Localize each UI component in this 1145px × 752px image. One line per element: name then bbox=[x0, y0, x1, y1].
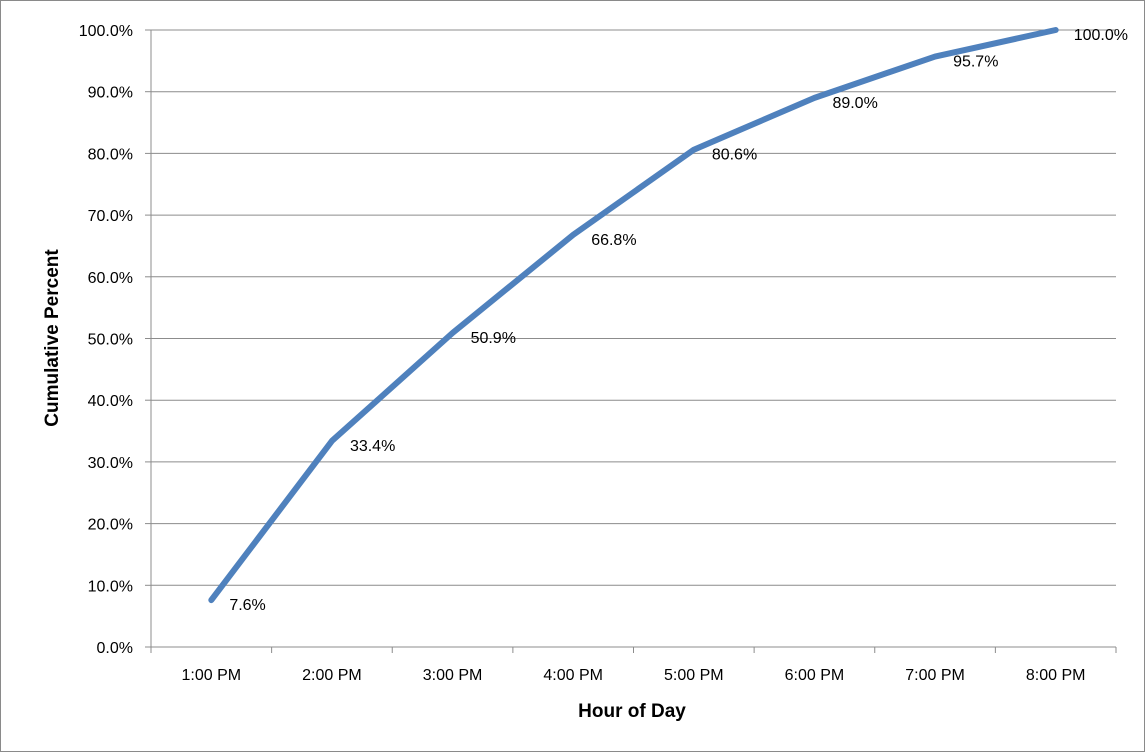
x-tick-label: 7:00 PM bbox=[905, 667, 965, 684]
x-tick-label: 5:00 PM bbox=[664, 667, 724, 684]
y-tick-label: 60.0% bbox=[88, 270, 133, 287]
data-label: 66.8% bbox=[591, 232, 636, 249]
data-label: 80.6% bbox=[712, 147, 757, 164]
x-tick-labels: 1:00 PM 2:00 PM 3:00 PM 4:00 PM 5:00 PM 6:00 … bbox=[182, 667, 1086, 684]
y-tick-label: 100.0% bbox=[79, 23, 133, 40]
series-line bbox=[208, 27, 1059, 604]
y-tick-labels: 0.0% 10.0% 20.0% 30.0% 40.0% 50.0% 60.0% 70.0% 8… bbox=[79, 23, 133, 657]
x-tick-label: 6:00 PM bbox=[785, 667, 845, 684]
data-point bbox=[934, 56, 936, 58]
data-point bbox=[572, 234, 574, 236]
y-tick-label: 10.0% bbox=[88, 578, 133, 595]
gridlines bbox=[151, 29, 1116, 586]
data-point bbox=[452, 332, 454, 334]
x-tick-label: 4:00 PM bbox=[543, 667, 603, 684]
x-tick-label: 2:00 PM bbox=[302, 667, 362, 684]
data-point bbox=[331, 440, 333, 442]
x-tick-label: 3:00 PM bbox=[423, 667, 483, 684]
y-axis-title: Cumulative Percent bbox=[42, 249, 63, 427]
y-tick-label: 30.0% bbox=[88, 455, 133, 472]
y-tick-label: 0.0% bbox=[97, 640, 133, 657]
series bbox=[208, 27, 1059, 604]
y-tick-label: 50.0% bbox=[88, 332, 133, 349]
data-point bbox=[693, 149, 695, 151]
y-tick-label: 90.0% bbox=[88, 85, 133, 102]
x-tick-label: 1:00 PM bbox=[182, 667, 242, 684]
data-point bbox=[813, 97, 815, 99]
data-label: 50.9% bbox=[471, 330, 516, 347]
data-label: 95.7% bbox=[953, 54, 998, 71]
data-label: 7.6% bbox=[229, 597, 265, 614]
data-point bbox=[1055, 29, 1057, 31]
axes bbox=[145, 29, 1117, 653]
x-tick-label: 8:00 PM bbox=[1026, 667, 1086, 684]
data-labels: 7.6% 33.4% 50.9% 66.8% 80.6% 89.0% 95.7% 100.0% bbox=[229, 27, 1128, 614]
data-label: 100.0% bbox=[1074, 27, 1128, 44]
y-tick-label: 40.0% bbox=[88, 393, 133, 410]
data-point bbox=[210, 599, 212, 601]
data-label: 33.4% bbox=[350, 438, 395, 455]
y-tick-label: 70.0% bbox=[88, 208, 133, 225]
x-axis-title: Hour of Day bbox=[578, 701, 686, 722]
y-tick-label: 20.0% bbox=[88, 517, 133, 534]
y-tick-label: 80.0% bbox=[88, 146, 133, 163]
data-label: 89.0% bbox=[832, 95, 877, 112]
